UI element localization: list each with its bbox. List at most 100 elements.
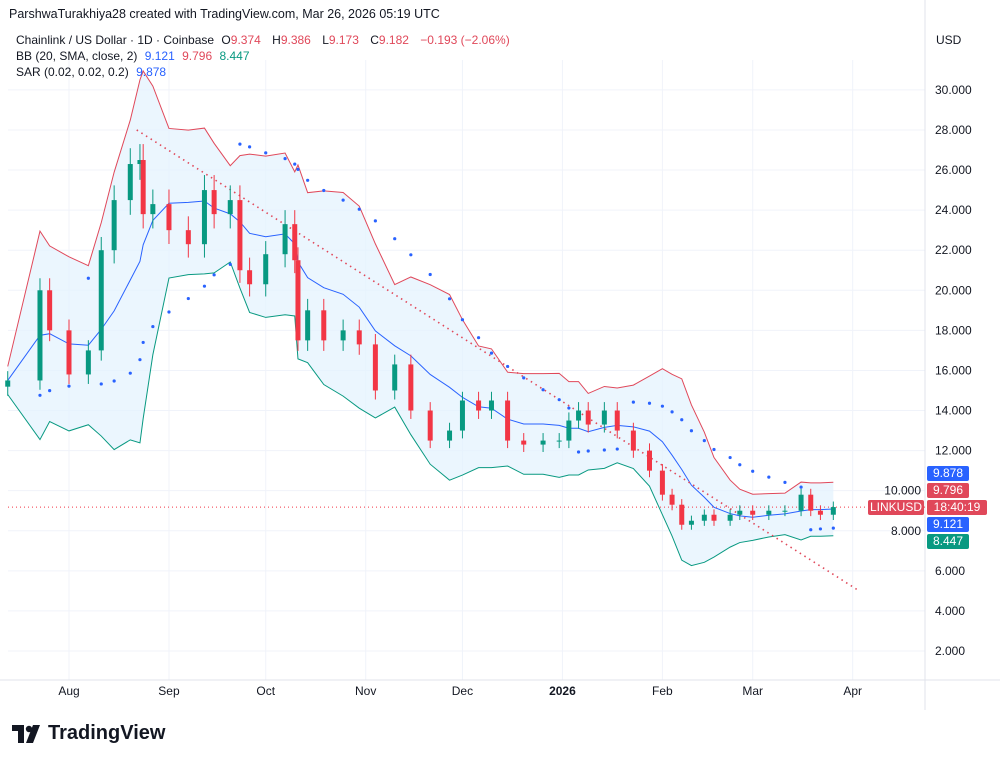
candle-body (782, 510, 788, 512)
candle-body (576, 410, 582, 421)
candle-body (321, 310, 327, 341)
sar-dot (567, 406, 571, 410)
symbol-title[interactable]: Chainlink / US Dollar · 1D · Coinbase (16, 33, 215, 47)
sar-dot (689, 429, 694, 433)
candle-body (476, 400, 482, 411)
y-tick-label: 6.000 (935, 564, 965, 578)
candle-body (227, 200, 233, 215)
candle-body (614, 410, 620, 431)
y-tick-label: 30.000 (935, 83, 972, 97)
sar-dot (506, 364, 510, 369)
candle-body (201, 190, 207, 245)
candle-body (37, 290, 43, 381)
bb-basis-line (7, 200, 834, 518)
candle-body (630, 430, 636, 451)
close-value: 9.182 (378, 33, 409, 47)
bb-basis-price-label: 9.121 (927, 517, 969, 532)
candle-body (817, 510, 823, 515)
sar-dot (48, 389, 52, 393)
candle-body (263, 254, 269, 285)
sar-dot (647, 401, 652, 405)
sar-dot (831, 526, 835, 530)
candle-body (356, 330, 362, 345)
sar-dot (67, 384, 71, 388)
candle-body (669, 494, 675, 505)
candle-body (737, 510, 743, 515)
sar-dot (306, 178, 310, 182)
open-label: O (221, 33, 231, 47)
y-tick-label: 26.000 (935, 163, 972, 177)
symbol-price-label: LINKUSD (868, 500, 924, 515)
sar-dot (238, 142, 242, 146)
candle-body (111, 200, 117, 251)
x-tick-label: Sep (158, 684, 180, 698)
y-tick-label: 10.000 (884, 484, 921, 498)
sar-dot (248, 145, 252, 149)
sar-dot (86, 276, 90, 280)
sar-dot (99, 382, 103, 386)
sar-dot (357, 207, 361, 211)
sar-dot (409, 253, 413, 257)
candle-body (505, 400, 511, 441)
tradingview-logo[interactable]: TradingView (12, 722, 165, 745)
bb-upper-value: 9.796 (182, 49, 213, 63)
candle-body (798, 494, 804, 511)
x-tick-label: Feb (652, 684, 673, 698)
bb-upper-line (7, 69, 834, 495)
bb-upper-price-label: 9.796 (927, 483, 969, 498)
sar-dot (576, 450, 581, 454)
candle-body (585, 410, 591, 425)
low-label: L (322, 33, 329, 47)
sar-dot (799, 485, 803, 489)
candle-body (340, 330, 346, 341)
candle-body (372, 344, 378, 391)
sar-dot (341, 198, 345, 202)
close-label: C (370, 33, 379, 47)
candle-body (140, 160, 146, 215)
sar-dot (541, 388, 545, 392)
x-tick-label: Nov (355, 684, 376, 698)
candle-body (5, 380, 11, 387)
sar-dot (151, 324, 155, 329)
sar-label: SAR (0.02, 0.02, 0.2) (16, 65, 129, 79)
candle-body (85, 350, 91, 375)
sar-dot (615, 447, 619, 451)
sar-dot (393, 237, 397, 241)
candle-body (305, 310, 311, 341)
candle-body (688, 520, 694, 525)
sar-dot (660, 404, 665, 408)
candle-body (711, 514, 717, 521)
candle-body (566, 420, 572, 441)
brand-name: TradingView (48, 722, 166, 744)
high-label: H (272, 33, 281, 47)
sar-legend-row[interactable]: SAR (0.02, 0.02, 0.2) 9.878 (16, 64, 514, 80)
sar-dot (783, 480, 787, 484)
y-tick-label: 8.000 (891, 524, 921, 538)
x-tick-label: Oct (256, 684, 275, 698)
currency-label[interactable]: USD (936, 33, 962, 47)
candle-body (98, 250, 104, 351)
bb-lower-price-label: 8.447 (927, 534, 969, 549)
sar-dot (767, 475, 771, 479)
candle-body (166, 204, 172, 231)
y-tick-label: 18.000 (935, 323, 972, 337)
candle-body (47, 290, 53, 331)
y-tick-label: 20.000 (935, 283, 972, 297)
sar-dot (428, 272, 432, 277)
sar-dot (738, 463, 742, 467)
x-tick-label: Mar (742, 684, 763, 698)
sar-dot (186, 296, 190, 301)
candle-body (647, 450, 652, 471)
sar-dot (557, 398, 561, 402)
bb-legend-row[interactable]: BB (20, SMA, close, 2) 9.121 9.796 8.447 (16, 48, 514, 64)
bb-basis-value: 9.121 (144, 49, 175, 63)
sar-dot (631, 400, 635, 404)
candle-body (521, 440, 527, 445)
x-tick-label: Dec (452, 684, 473, 698)
sar-dot (670, 410, 674, 414)
trendline (136, 129, 860, 592)
sar-value: 9.878 (136, 65, 167, 79)
candle-body (185, 230, 191, 245)
candle-body (282, 224, 288, 255)
